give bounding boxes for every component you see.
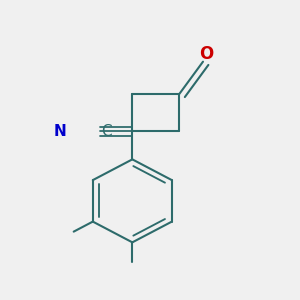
Text: N: N <box>53 124 66 139</box>
Text: O: O <box>199 45 213 63</box>
Text: C: C <box>101 124 112 139</box>
